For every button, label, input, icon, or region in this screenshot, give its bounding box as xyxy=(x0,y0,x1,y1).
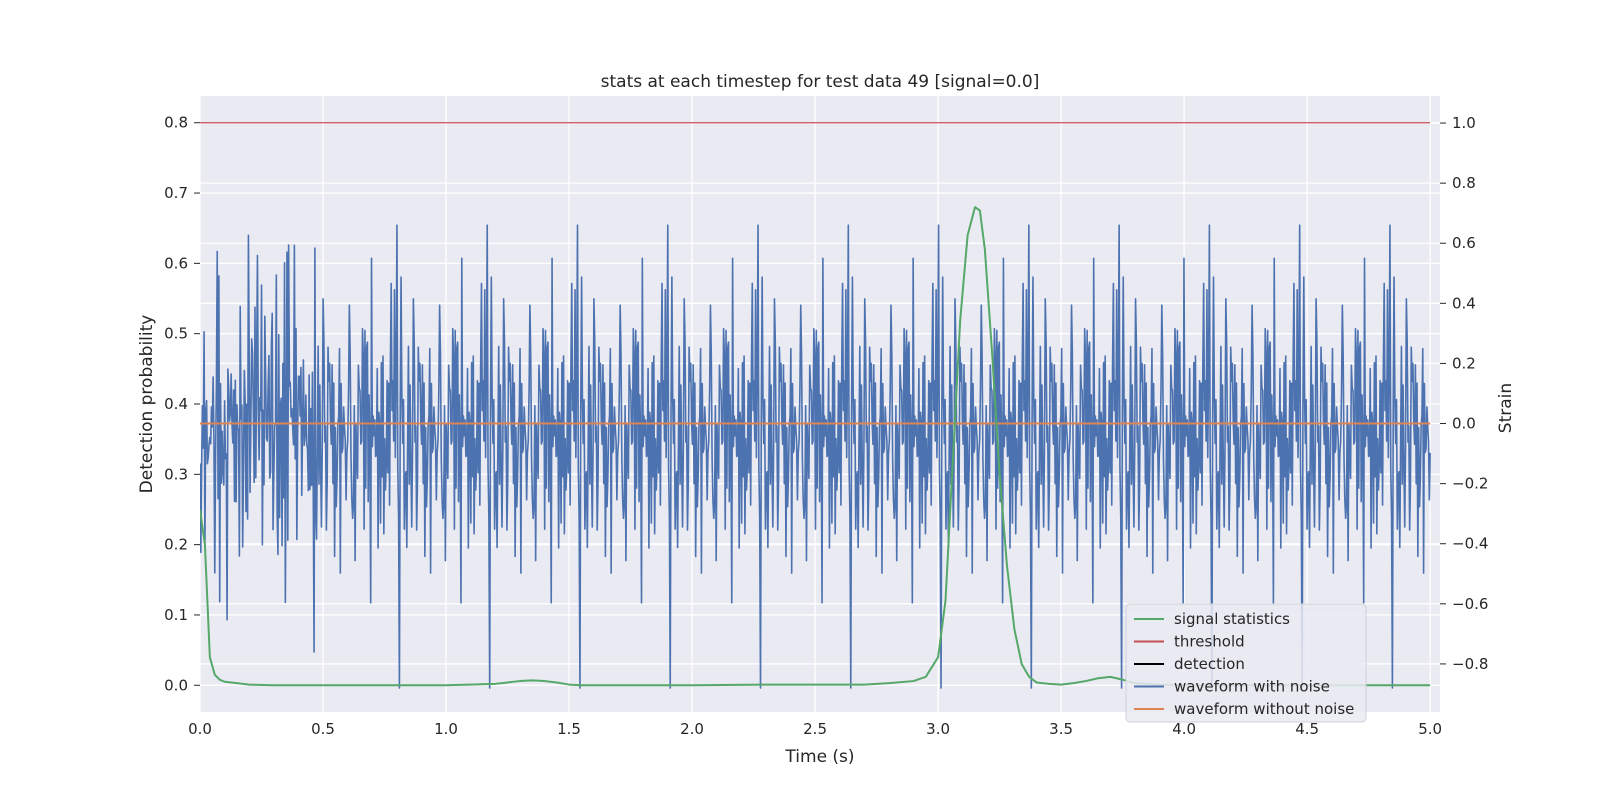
x-tick-label: 1.5 xyxy=(557,720,581,738)
legend-entry: threshold xyxy=(1174,633,1245,651)
y-tick-label: 0.7 xyxy=(164,184,188,202)
y-tick-label: 0.2 xyxy=(164,536,188,554)
series-layer xyxy=(200,122,1431,689)
y-tick-label: 0.8 xyxy=(164,114,188,132)
y2-tick-label: 0.0 xyxy=(1452,415,1476,433)
y2-axis-label: Strain xyxy=(1496,383,1516,433)
x-tick-label: 0.5 xyxy=(311,720,335,738)
legend-entry: waveform without noise xyxy=(1174,700,1354,718)
legend-entry: signal statistics xyxy=(1174,610,1290,628)
series-signal-statistics xyxy=(200,206,1431,687)
y-tick-label: 0.6 xyxy=(164,254,188,272)
x-tick-label: 2.5 xyxy=(803,720,827,738)
y2-tick-label: 1.0 xyxy=(1452,114,1476,132)
x-tick-label: 5.0 xyxy=(1418,720,1442,738)
ticks-layer: 0.0 0.5 1.0 1.5 2.0 2.5 3.0 3.5 4.0 4.5 5.0 0.0 0.1 0… xyxy=(164,114,1488,738)
legend-box xyxy=(1125,603,1367,723)
y-tick-label: 0.5 xyxy=(164,325,188,343)
x-tick-label: 0.0 xyxy=(188,720,212,738)
x-axis-label: Time (s) xyxy=(784,747,854,767)
chart-title: stats at each timestep for test data 49 … xyxy=(601,72,1040,92)
y2-tick-label: −0.2 xyxy=(1452,475,1488,493)
y-tick-label: 0.3 xyxy=(164,465,188,483)
y2-tick-label: 0.6 xyxy=(1452,234,1476,252)
legend-entry: waveform with noise xyxy=(1174,678,1330,696)
y2-tick-label: −0.6 xyxy=(1452,595,1488,613)
x-tick-label: 3.0 xyxy=(926,720,950,738)
y2-tick-label: 0.2 xyxy=(1452,354,1476,372)
y-tick-label: 0.0 xyxy=(164,676,188,694)
y-tick-label: 0.4 xyxy=(164,395,188,413)
x-tick-label: 4.5 xyxy=(1295,720,1319,738)
y2-tick-label: 0.4 xyxy=(1452,294,1476,312)
x-tick-label: 2.0 xyxy=(680,720,704,738)
x-tick-label: 3.5 xyxy=(1049,720,1073,738)
x-tick-label: 1.0 xyxy=(434,720,458,738)
y2-tick-label: −0.8 xyxy=(1452,655,1488,673)
legend-entry: detection xyxy=(1174,655,1245,673)
x-tick-label: 4.0 xyxy=(1172,720,1196,738)
y-tick-label: 0.1 xyxy=(164,606,188,624)
y2-tick-label: 0.8 xyxy=(1452,174,1476,192)
legend: signal statistics threshold detection wavef… xyxy=(1125,603,1367,723)
y-axis-label: Detection probability xyxy=(137,315,157,494)
series-waveform-with-noise xyxy=(200,224,1431,689)
y2-tick-label: −0.4 xyxy=(1452,535,1488,553)
